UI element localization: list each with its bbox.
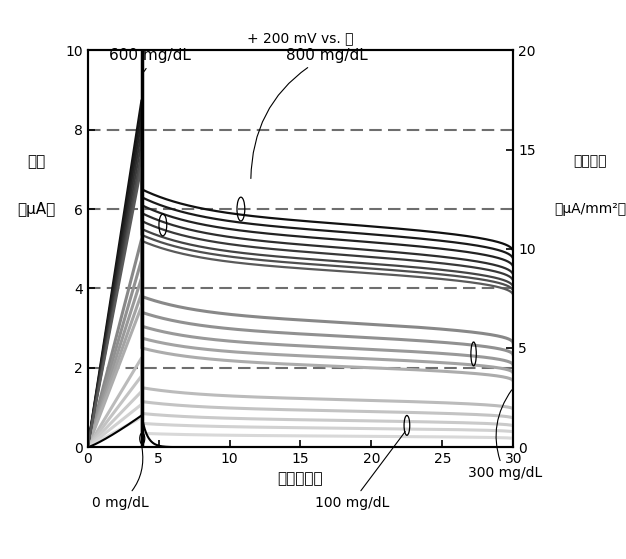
Text: 100 mg/dL: 100 mg/dL xyxy=(315,432,405,510)
Title: + 200 mV vs. 碳: + 200 mV vs. 碳 xyxy=(247,31,354,45)
Text: 电流密度: 电流密度 xyxy=(573,154,607,168)
Text: 600 mg/dL: 600 mg/dL xyxy=(109,48,191,72)
Text: 300 mg/dL: 300 mg/dL xyxy=(468,390,542,480)
Text: （μA/mm²）: （μA/mm²） xyxy=(554,202,626,216)
Text: （μA）: （μA） xyxy=(18,202,56,216)
Text: 800 mg/dL: 800 mg/dL xyxy=(251,48,368,178)
Text: 电流: 电流 xyxy=(28,154,46,169)
X-axis label: 时间（秒）: 时间（秒） xyxy=(278,472,323,487)
Text: 0 mg/dL: 0 mg/dL xyxy=(92,448,148,510)
